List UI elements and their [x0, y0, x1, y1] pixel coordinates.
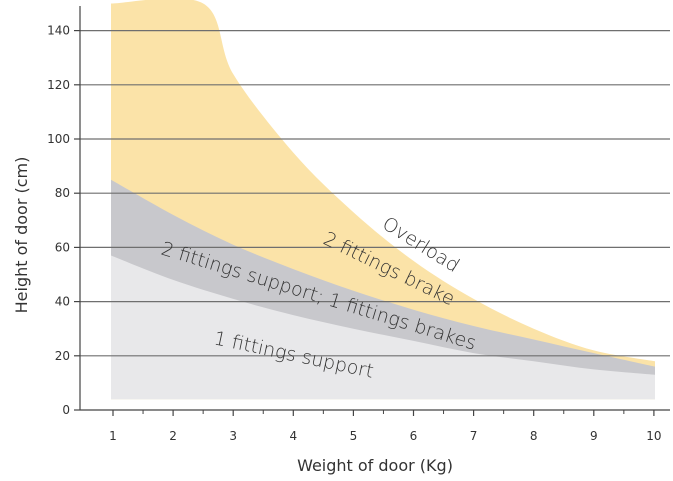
x-tick-label-5: 5 [350, 429, 358, 443]
y-tick-label-80: 80 [55, 186, 70, 200]
y-tick-label-120: 120 [47, 78, 70, 92]
x-tick-label-2: 2 [169, 429, 177, 443]
grid-layer [80, 30, 670, 357]
x-tick-label-7: 7 [470, 429, 478, 443]
x-tick-label-1: 1 [109, 429, 117, 443]
axis-layer: 0 20 40 60 80 100 120 140 1 2 3 4 5 6 7 8 9 10 [47, 6, 670, 443]
y-tick-label-140: 140 [47, 24, 70, 38]
x-axis-title: Weight of door (Kg) [297, 456, 453, 475]
x-tick-label-6: 6 [410, 429, 418, 443]
region-1-fittings-support [111, 255, 655, 400]
regions-layer [111, 0, 655, 400]
x-tick-label-4: 4 [289, 429, 297, 443]
y-tick-label-100: 100 [47, 132, 70, 146]
x-tick-label-10: 10 [646, 429, 661, 443]
y-tick-label-40: 40 [55, 295, 70, 309]
y-tick-label-60: 60 [55, 240, 70, 254]
x-tick-label-9: 9 [590, 429, 598, 443]
x-tick-label-3: 3 [229, 429, 237, 443]
y-tick-label-20: 20 [55, 349, 70, 363]
y-tick-label-0: 0 [62, 403, 70, 417]
x-tick-label-8: 8 [530, 429, 538, 443]
y-axis-title: Height of door (cm) [12, 157, 31, 314]
